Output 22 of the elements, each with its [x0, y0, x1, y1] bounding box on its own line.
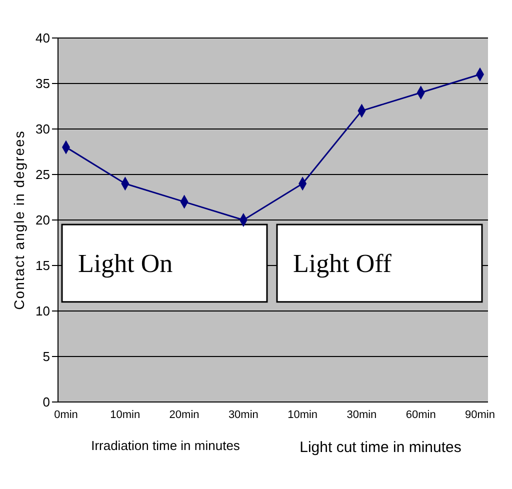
y-tick-label: 0	[42, 394, 50, 410]
y-tick-label: 10	[36, 304, 50, 319]
x-tick-label: 30min	[346, 408, 377, 421]
y-tick-label: 30	[36, 122, 50, 137]
x-tick-label: 10min	[288, 408, 318, 421]
x-axis-title: Irradiation time in minutes	[91, 438, 240, 453]
y-tick-label: 35	[36, 76, 50, 92]
x-tick-label: 30min	[228, 408, 258, 421]
y-tick-label: 25	[36, 167, 50, 182]
text: Light cut time in minutes	[300, 439, 462, 456]
annotation: Light On	[78, 249, 173, 278]
y-tick-label: 20	[36, 212, 50, 228]
y-tick-label: 40	[36, 30, 50, 46]
y-axis-title: Contact angle in degrees	[11, 130, 27, 310]
x-tick-label: 60min	[406, 408, 436, 421]
y-tick-label: 15	[36, 258, 50, 274]
annotation: Light Off	[293, 249, 392, 278]
x-tick-label: 10min	[110, 408, 140, 421]
x-tick-label: 20min	[169, 408, 200, 421]
x-tick-label: 90min	[465, 408, 495, 421]
x-tick-label: 0min	[54, 408, 78, 421]
y-tick-label: 5	[42, 349, 50, 364]
